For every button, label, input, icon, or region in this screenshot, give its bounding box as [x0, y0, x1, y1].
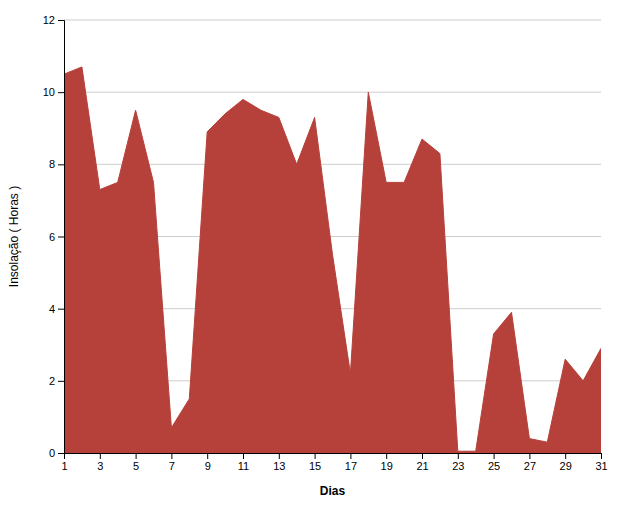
tick-label: 4 — [49, 303, 55, 315]
tick-mark — [58, 237, 64, 238]
tick: 9 — [205, 453, 211, 472]
tick-label: 3 — [97, 460, 103, 472]
y-axis: 0 2 4 6 8 10 12 — [43, 14, 65, 459]
tick-mark — [58, 381, 64, 382]
tick-label: 1 — [61, 460, 67, 472]
tick-mark — [494, 453, 495, 459]
tick: 25 — [488, 453, 500, 472]
x-axis-title: Dias — [320, 484, 346, 498]
tick-mark — [601, 453, 602, 459]
tick-label: 29 — [560, 460, 572, 472]
tick: 13 — [273, 453, 285, 472]
data-group — [64, 67, 601, 453]
tick-label: 21 — [416, 460, 428, 472]
tick-mark — [136, 453, 137, 459]
chart-container: 135791113151719212325272931024681012Dias… — [0, 0, 625, 509]
tick: 0 — [49, 447, 64, 459]
tick: 4 — [49, 303, 64, 315]
tick: 11 — [238, 453, 249, 472]
tick: 8 — [49, 158, 64, 170]
tick-label: 27 — [524, 460, 536, 472]
tick: 21 — [416, 453, 428, 472]
tick-label: 15 — [309, 460, 321, 472]
tick-mark — [350, 453, 351, 459]
tick-mark — [58, 309, 64, 310]
tick: 3 — [97, 453, 103, 472]
tick-label: 10 — [43, 86, 55, 98]
x-axis: 135791113151719212325272931 — [61, 453, 607, 472]
tick: 17 — [345, 453, 357, 472]
y-axis-title: Insolação ( Horas ) — [7, 186, 21, 287]
tick-mark — [207, 453, 208, 459]
tick: 29 — [560, 453, 572, 472]
tick: 1 — [61, 453, 67, 472]
tick-mark — [386, 453, 387, 459]
tick: 19 — [381, 453, 393, 472]
tick-label: 8 — [49, 158, 55, 170]
tick: 27 — [524, 453, 536, 472]
plot: 135791113151719212325272931024681012 — [43, 14, 608, 472]
tick-label: 23 — [452, 460, 464, 472]
tick-label: 17 — [345, 460, 357, 472]
grid — [64, 20, 601, 453]
tick-mark — [58, 20, 64, 21]
line — [64, 67, 601, 451]
tick: 5 — [133, 453, 139, 472]
axis-line — [58, 21, 65, 454]
tick-label: 19 — [381, 460, 393, 472]
axis-line — [65, 454, 602, 460]
chart-svg: 135791113151719212325272931024681012Dias… — [0, 0, 625, 509]
tick-mark — [565, 453, 566, 459]
tick-label: 5 — [133, 460, 139, 472]
tick-label: 2 — [49, 375, 55, 387]
tick-mark — [100, 453, 101, 459]
tick-mark — [279, 453, 280, 459]
tick: 31 — [595, 453, 607, 472]
tick-label: 6 — [49, 231, 55, 243]
tick-label: 0 — [49, 447, 55, 459]
tick: 23 — [452, 453, 464, 472]
grid-line — [64, 20, 601, 21]
tick-mark — [58, 164, 64, 165]
tick-mark — [58, 453, 64, 454]
grid-line — [64, 92, 601, 93]
tick: 12 — [43, 14, 64, 26]
tick-mark — [529, 453, 530, 459]
tick: 7 — [169, 453, 175, 472]
tick-mark — [171, 453, 172, 459]
tick: 10 — [43, 86, 64, 98]
tick-label: 25 — [488, 460, 500, 472]
area — [64, 67, 601, 453]
tick-mark — [422, 453, 423, 459]
tick-mark — [243, 453, 244, 459]
tick-label: 12 — [43, 14, 55, 26]
tick-label: 9 — [205, 460, 211, 472]
tick-label: 7 — [169, 460, 175, 472]
tick-mark — [458, 453, 459, 459]
tick-mark — [58, 92, 64, 93]
tick: 2 — [49, 375, 64, 387]
tick-mark — [315, 453, 316, 459]
tick: 6 — [49, 231, 64, 243]
tick-label: 31 — [595, 460, 607, 472]
tick-label: 13 — [273, 460, 285, 472]
tick-label: 11 — [238, 460, 249, 472]
tick: 15 — [309, 453, 321, 472]
